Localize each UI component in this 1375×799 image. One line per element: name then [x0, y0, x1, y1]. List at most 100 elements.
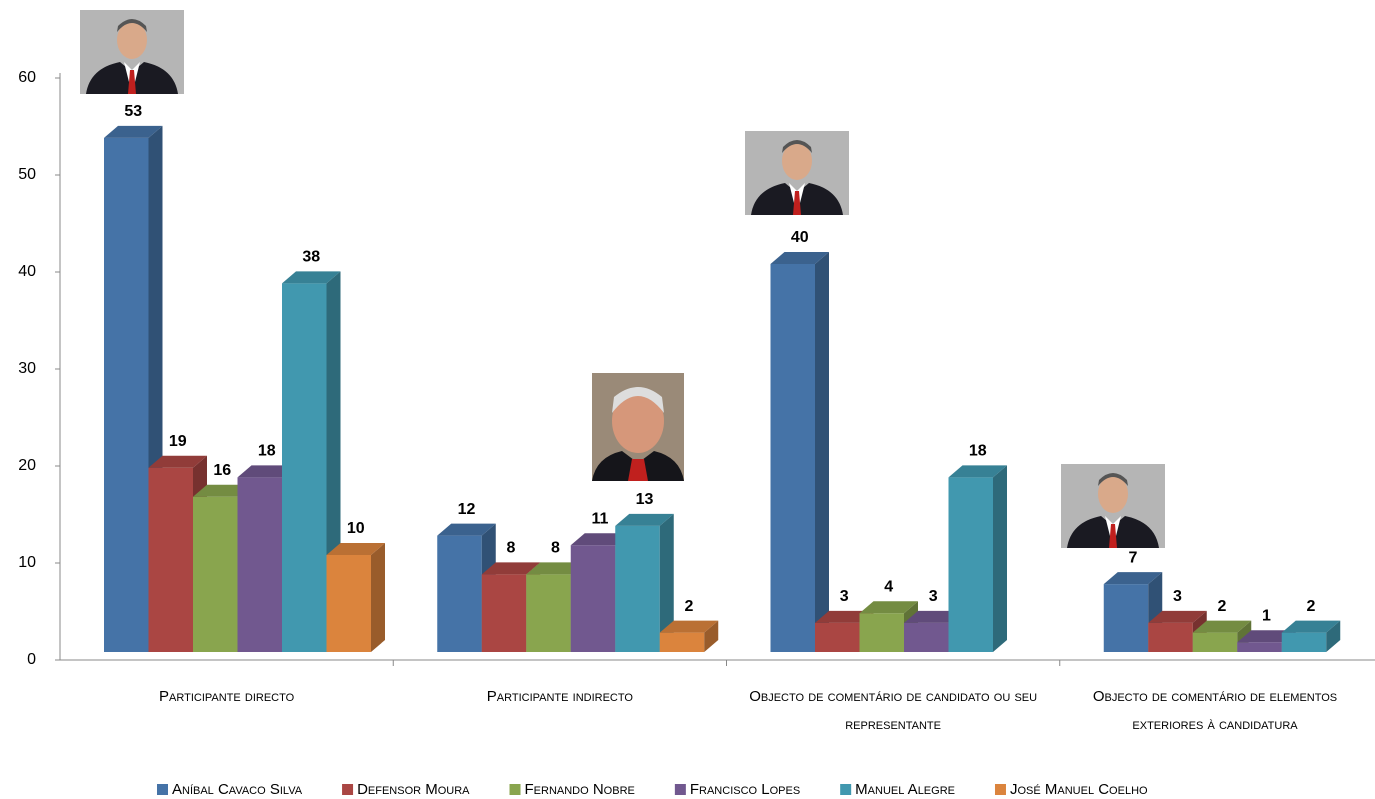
- value-label: 3: [1173, 588, 1182, 605]
- value-label: 1: [1262, 608, 1271, 625]
- legend-label: Fernando Nobre: [525, 781, 635, 798]
- bar-side: [993, 465, 1007, 652]
- bar-top: [326, 543, 385, 555]
- bar: [615, 513, 674, 652]
- bar: [1281, 620, 1341, 652]
- bar-front: [282, 283, 327, 652]
- portrait: [745, 131, 849, 215]
- value-label: 7: [1129, 549, 1138, 566]
- bar-top: [659, 620, 719, 633]
- bar-front: [1148, 622, 1193, 652]
- value-label: 18: [258, 443, 276, 460]
- bar-top: [1192, 620, 1252, 633]
- x-tick-label: Participante indirecto: [486, 688, 633, 705]
- bar: [1103, 572, 1163, 652]
- value-label: 38: [302, 249, 320, 266]
- bar: [770, 252, 829, 652]
- legend-swatch: [994, 784, 1006, 795]
- bar-top: [1237, 630, 1296, 643]
- bar-top: [104, 125, 163, 138]
- bar-front: [570, 545, 616, 652]
- value-label: 2: [685, 598, 694, 615]
- bar-front: [615, 525, 660, 652]
- x-tick-label: Participante directo: [159, 688, 295, 705]
- bar-front: [815, 622, 860, 652]
- bar-front: [1103, 584, 1149, 652]
- value-label: 2: [1307, 598, 1316, 615]
- bar-top: [1148, 610, 1207, 623]
- bar-top: [193, 484, 252, 497]
- bar-front: [526, 574, 571, 652]
- legend-swatch: [342, 784, 354, 795]
- bar-front: [859, 613, 904, 652]
- bar-top: [526, 562, 585, 575]
- bar-side: [704, 620, 719, 652]
- bar-side: [815, 252, 829, 652]
- bar-front: [1192, 632, 1238, 652]
- value-label: 13: [636, 491, 654, 508]
- value-label: 3: [929, 588, 938, 605]
- bar-top: [148, 455, 207, 468]
- bar-front: [904, 622, 949, 652]
- legend-label: Aníbal Cavaco Silva: [172, 781, 303, 798]
- portrait: [80, 10, 184, 94]
- bar-side: [1326, 620, 1341, 652]
- y-tick-label: 50: [18, 166, 36, 183]
- value-label: 40: [791, 229, 809, 246]
- bar: [326, 543, 385, 652]
- bar-front: [193, 496, 238, 652]
- bar: [659, 620, 719, 652]
- value-label: 8: [551, 540, 560, 557]
- bar-front: [237, 477, 282, 652]
- x-tick-label: Objecto de comentário de candidato ou se…: [749, 688, 1038, 733]
- bar-front: [1237, 642, 1282, 652]
- bar-top: [282, 271, 341, 284]
- value-label: 8: [507, 540, 516, 557]
- y-tick-label: 30: [18, 360, 36, 377]
- bar-top: [904, 610, 963, 623]
- legend-label: Defensor Moura: [357, 781, 470, 798]
- legend-swatch: [674, 784, 686, 795]
- portrait: [592, 373, 684, 481]
- value-label: 3: [840, 588, 849, 605]
- bar: [948, 465, 1007, 652]
- bar-top: [481, 562, 541, 575]
- value-label: 2: [1218, 598, 1227, 615]
- x-tick-label: Objecto de comentário de elementos exter…: [1092, 688, 1338, 733]
- bar-top: [948, 465, 1007, 478]
- value-label: 4: [884, 578, 893, 595]
- bar-front: [148, 467, 193, 652]
- bar-top: [615, 513, 674, 526]
- bar-top: [437, 523, 496, 536]
- value-label: 10: [347, 520, 365, 537]
- bar-front: [437, 535, 482, 652]
- portrait: [1061, 464, 1165, 548]
- y-tick-label: 40: [18, 263, 36, 280]
- bar-top: [859, 601, 918, 614]
- value-label: 11: [592, 511, 609, 528]
- y-tick-label: 10: [18, 554, 36, 571]
- legend-swatch: [509, 784, 521, 795]
- y-tick-label: 20: [18, 457, 36, 474]
- value-label: 53: [124, 103, 142, 120]
- bar-top: [815, 610, 874, 623]
- bar-top: [570, 533, 630, 546]
- bar-top: [1281, 620, 1341, 633]
- legend-swatch: [840, 784, 852, 795]
- y-tick-label: 0: [27, 651, 36, 668]
- value-label: 19: [169, 433, 187, 450]
- bar-front: [481, 574, 527, 652]
- bar-side: [659, 513, 674, 652]
- value-label: 12: [458, 501, 476, 518]
- bar-front: [1281, 632, 1327, 652]
- bar-top: [770, 252, 829, 264]
- bar-front: [770, 264, 815, 652]
- bar-top: [1103, 572, 1163, 585]
- bar-top: [237, 465, 296, 478]
- legend-label: Francisco Lopes: [690, 781, 800, 798]
- legend-label: Manuel Alegre: [855, 781, 955, 798]
- bar-front: [659, 632, 705, 652]
- legend-swatch: [157, 784, 168, 795]
